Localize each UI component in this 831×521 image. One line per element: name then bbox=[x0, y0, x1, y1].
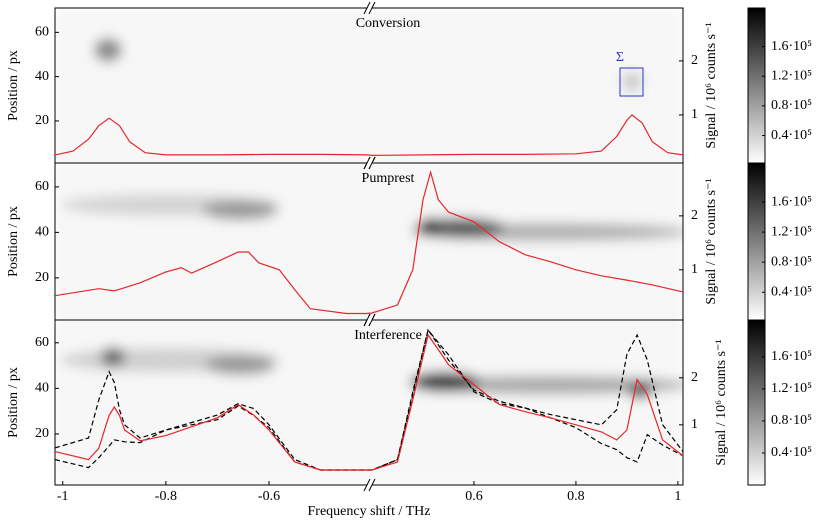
axis-break-mark bbox=[363, 478, 371, 492]
colorbar-tick-label: 0.8·10⁵ bbox=[771, 98, 812, 113]
series-line bbox=[54, 333, 684, 471]
series-line bbox=[54, 114, 684, 157]
y-axis-label: Position / px bbox=[6, 367, 21, 438]
axis-break-mark bbox=[368, 156, 376, 170]
y2-tick-label: 1 bbox=[691, 417, 698, 432]
axis-break-mark bbox=[368, 478, 376, 492]
colorbar-tick-label: 1.6·10⁵ bbox=[771, 349, 812, 364]
y2-axis-label: Signal / 10⁶ counts s⁻¹ bbox=[704, 178, 719, 304]
x-tick-label: 0.6 bbox=[465, 489, 483, 504]
colorbar-tick-label: 0.8·10⁵ bbox=[771, 413, 812, 428]
axis-break-gap bbox=[367, 159, 372, 167]
axis-break-mark bbox=[363, 1, 371, 15]
axis-break-gap bbox=[367, 316, 372, 324]
y-tick-label: 40 bbox=[35, 225, 49, 240]
colorbar bbox=[747, 162, 766, 321]
y-tick-label: 40 bbox=[35, 69, 49, 84]
y-tick-label: 20 bbox=[35, 270, 49, 285]
annotation-box bbox=[619, 67, 644, 97]
y2-tick-label: 2 bbox=[691, 53, 698, 68]
axis-break-mark bbox=[368, 1, 376, 15]
y-tick-label: 60 bbox=[35, 179, 49, 194]
x-tick-label: 1 bbox=[674, 489, 681, 504]
colorbar-tick-label: 0.4·10⁵ bbox=[771, 128, 812, 143]
y2-tick-label: 1 bbox=[691, 107, 698, 122]
y-tick-label: 20 bbox=[35, 426, 49, 441]
colorbar-tick-label: 1.2·10⁵ bbox=[771, 224, 812, 239]
panel-title: Interference bbox=[354, 328, 422, 343]
y-axis-label: Position / px bbox=[6, 206, 21, 277]
y-tick-label: 60 bbox=[35, 25, 49, 40]
colorbar-tick-label: 0.8·10⁵ bbox=[771, 254, 812, 269]
panel-title: Pumprest bbox=[362, 171, 415, 186]
axis-break-gap bbox=[367, 481, 372, 489]
y2-axis-label: Signal / 10⁶ counts s⁻¹ bbox=[704, 22, 719, 148]
y-tick-label: 40 bbox=[35, 381, 49, 396]
colorbar-tick-label: 1.6·10⁵ bbox=[771, 39, 812, 54]
axis-break-mark bbox=[368, 313, 376, 327]
colorbar-tick-label: 0.4·10⁵ bbox=[771, 284, 812, 299]
x-tick-label: -1 bbox=[57, 489, 69, 504]
x-tick-label: -0.8 bbox=[155, 489, 177, 504]
axis-break-mark bbox=[363, 156, 371, 170]
x-tick-label: 0.8 bbox=[567, 489, 585, 504]
colorbar-tick-label: 1.2·10⁵ bbox=[771, 68, 812, 83]
y2-axis-label: Signal / 10⁶ counts s⁻¹ bbox=[714, 339, 729, 465]
colorbar-tick-label: 1.2·10⁵ bbox=[771, 381, 812, 396]
y-axis-label: Position / px bbox=[6, 50, 21, 121]
annotation: Σ bbox=[616, 50, 624, 65]
x-axis-label: Frequency shift / THz bbox=[308, 504, 431, 519]
heatmap bbox=[55, 8, 683, 485]
y-tick-label: 60 bbox=[35, 335, 49, 350]
colorbar bbox=[747, 7, 766, 164]
y2-tick-label: 1 bbox=[691, 262, 698, 277]
colorbar bbox=[747, 319, 766, 486]
y-tick-label: 20 bbox=[35, 113, 49, 128]
y2-tick-label: 2 bbox=[691, 208, 698, 223]
x-tick-label: -0.6 bbox=[258, 489, 280, 504]
panel-title: Conversion bbox=[356, 16, 421, 31]
series-line bbox=[54, 328, 684, 471]
axis-break-gap bbox=[367, 4, 372, 12]
axis-break-mark bbox=[363, 313, 371, 327]
y2-tick-label: 2 bbox=[691, 370, 698, 385]
colorbar-tick-label: 0.4·10⁵ bbox=[771, 445, 812, 460]
colorbar-tick-label: 1.6·10⁵ bbox=[771, 194, 812, 209]
series-line bbox=[54, 169, 684, 315]
